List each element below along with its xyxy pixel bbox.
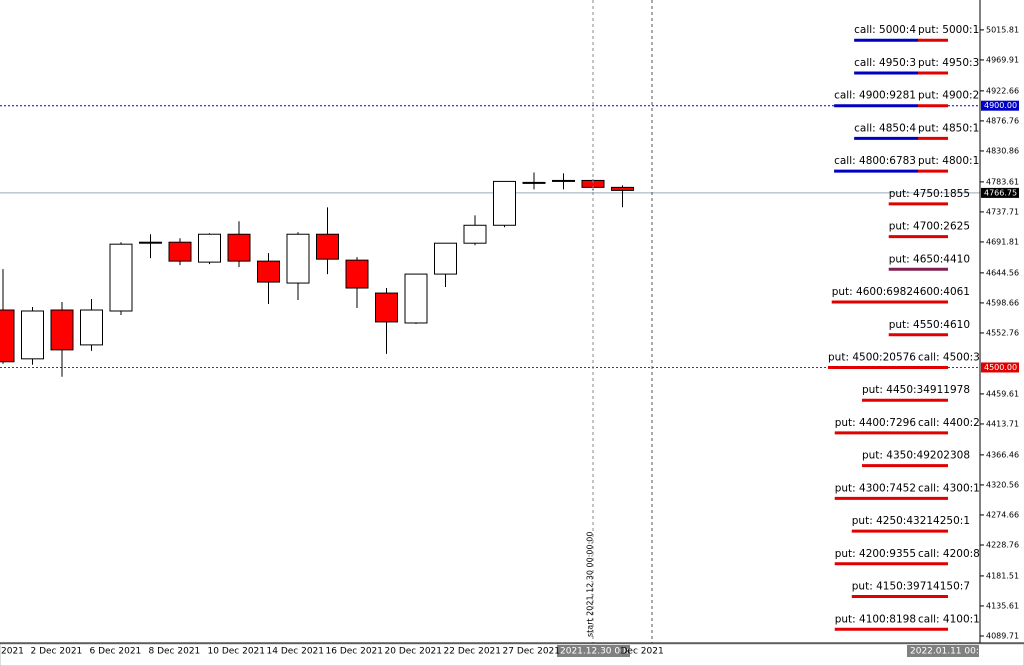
- level-label: call: 4950:3: [854, 57, 916, 69]
- candle-body: [257, 260, 280, 283]
- level-label: put: 4250:43214250:1: [852, 515, 970, 527]
- level-label: put: 4600:69824600:4061: [832, 286, 970, 298]
- y-tick-label: 4969.91: [986, 55, 1019, 64]
- level-label: put: 4100:8198: [835, 613, 916, 625]
- candle-body: [0, 309, 15, 363]
- time-label-bg: [557, 645, 630, 657]
- y-tick-label: 4459.61: [986, 389, 1019, 398]
- time-strip: [0, 643, 1024, 666]
- level-label: call: 4300:1: [918, 482, 980, 494]
- x-tick-label: Dec 2021: [621, 647, 664, 657]
- y-tick-label: 4644.56: [986, 268, 1019, 277]
- level-label: call: 4500:3311: [918, 351, 1000, 363]
- level-label: put: 4300:7452: [835, 482, 916, 494]
- x-tick-label: 6 Dec 2021: [90, 647, 142, 657]
- level-label: put: 4700:2625: [889, 221, 970, 233]
- candle-body: [109, 243, 133, 312]
- level-label: put: 4900:2: [918, 90, 979, 102]
- price-label: 4766.75: [984, 188, 1017, 197]
- candle-body: [80, 309, 103, 346]
- price-label-bg: [981, 187, 1019, 198]
- candle-body: [434, 242, 457, 275]
- level-label: put: 4550:4610: [889, 319, 970, 331]
- candle-body: [286, 233, 310, 284]
- y-tick-label: 4274.66: [986, 510, 1019, 519]
- x-tick-label: 27 Dec 2021: [503, 647, 561, 657]
- y-tick-label: 4922.66: [986, 86, 1019, 95]
- level-label: call: 5000:4: [854, 24, 916, 36]
- candle-body: [522, 181, 546, 184]
- x-tick-label: 2021: [1, 647, 24, 657]
- time-label: 2021.12.30 00:00: [560, 647, 641, 657]
- candle-body: [493, 180, 516, 226]
- y-tick-label: 4830.86: [986, 146, 1019, 155]
- level-label: call: 4400:2378: [918, 417, 1000, 429]
- level-label: put: 4450:34911978: [862, 384, 970, 396]
- y-tick-label: 4413.71: [986, 419, 1019, 428]
- level-label: call: 4100:1: [918, 613, 980, 625]
- level-label: put: 5000:1: [918, 24, 979, 36]
- candle-body: [227, 233, 251, 262]
- x-tick-label: 20 Dec 2021: [385, 647, 443, 657]
- x-tick-label: 16 Dec 2021: [326, 647, 384, 657]
- candle-body: [375, 292, 398, 323]
- price-label: 4900.00: [984, 101, 1017, 110]
- start-label: start 2021.12.30 00:00:00: [586, 532, 595, 637]
- candle-body: [168, 241, 192, 262]
- y-tick-label: 4320.56: [986, 480, 1019, 489]
- x-tick-label: 10 Dec 2021: [208, 647, 266, 657]
- level-label: put: 4800:1: [918, 155, 979, 167]
- y-tick-label: 4691.81: [986, 237, 1019, 246]
- y-tick-label: 4598.66: [986, 298, 1019, 307]
- y-tick-label: 4737.71: [986, 207, 1019, 216]
- level-label: put: 4500:20576: [828, 351, 916, 363]
- x-tick-label: 8 Dec 2021: [149, 647, 201, 657]
- candle-body: [139, 241, 162, 244]
- level-label: put: 4850:1: [918, 122, 979, 134]
- candle-body: [611, 186, 634, 191]
- candle-body: [316, 233, 339, 260]
- candle-body: [50, 309, 74, 351]
- candle-body: [198, 233, 221, 263]
- candle-body: [463, 224, 487, 244]
- level-label: call: 4200:8: [918, 548, 980, 560]
- candle-body: [404, 273, 428, 324]
- y-tick-label: 4089.71: [986, 631, 1019, 640]
- level-label: put: 4950:3: [918, 57, 979, 69]
- price-label: 4500.00: [984, 363, 1017, 372]
- level-label: call: 4850:4: [854, 122, 916, 134]
- time-label: 2022.01.11 00:00: [910, 647, 991, 657]
- level-label: put: 4200:9355: [835, 548, 916, 560]
- level-label: call: 4900:9281: [834, 90, 916, 102]
- level-label: put: 4350:49202308: [862, 450, 970, 462]
- y-tick-label: 4783.61: [986, 177, 1019, 186]
- y-tick-label: 4135.61: [986, 601, 1019, 610]
- price-label-bg: [981, 362, 1019, 373]
- y-tick-label: 4228.76: [986, 540, 1019, 549]
- level-label: put: 4750:1855: [889, 188, 970, 200]
- level-label: put: 4650:4410: [889, 253, 970, 265]
- level-label: put: 4400:7296: [835, 417, 917, 429]
- y-tick-label: 4876.76: [986, 116, 1019, 125]
- time-label-bg: [907, 645, 979, 657]
- candle-body: [552, 179, 575, 182]
- level-label: call: 4800:6783: [834, 155, 916, 167]
- level-label: put: 4150:39714150:7: [852, 581, 970, 593]
- price-label-bg: [981, 100, 1019, 111]
- y-tick-label: 4366.46: [986, 450, 1019, 459]
- x-tick-label: 2 Dec 2021: [31, 647, 83, 657]
- x-tick-label: 22 Dec 2021: [444, 647, 502, 657]
- candle-body: [21, 310, 44, 360]
- y-tick-label: 5015.81: [986, 25, 1019, 34]
- y-tick-label: 4181.51: [986, 571, 1019, 580]
- candle-body: [345, 259, 369, 289]
- x-tick-label: 14 Dec 2021: [267, 647, 325, 657]
- y-tick-label: 4552.76: [986, 328, 1019, 337]
